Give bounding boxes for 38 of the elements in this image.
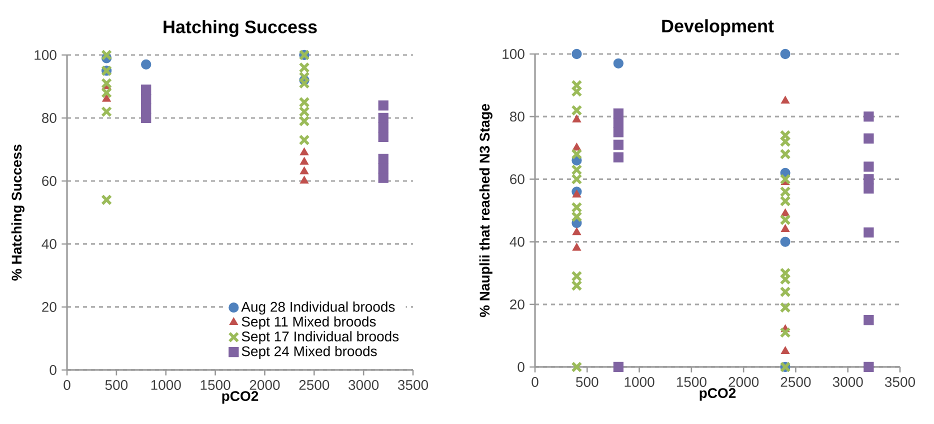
x-tick-label: 2500 [780,377,811,387]
y-tick-label: 0 [518,362,524,372]
y-axis-title: % Nauplii that reached N3 Stage [479,104,492,318]
y-axis-title: % Hatching Success [11,144,24,281]
x-tick-label: 500 [576,377,598,387]
y-tick-label: 80 [42,113,56,123]
legend-label: Aug 28 Individual broods [241,302,395,315]
x-tick-label: 2000 [250,380,280,390]
y-tick-label: 20 [510,299,524,310]
y-tick-label: 80 [510,112,524,122]
x-tick-label: 1000 [624,377,654,387]
x-tick-label: 1500 [676,377,706,387]
chart-title: Hatching Success [164,20,317,37]
x-tick-label: 1500 [200,380,230,390]
x-tick-label: 3000 [348,380,379,390]
y-tick-label: 100 [502,49,524,59]
legend-label: Sept 11 Mixed broods [242,316,376,330]
y-tick-label: 0 [50,365,56,375]
legend-label: Sept 17 Individual broods [242,331,399,344]
x-tick-label: 0 [532,377,538,387]
y-tick-label: 100 [34,50,56,60]
x-tick-label: 3500 [884,377,916,387]
y-tick-label: 60 [510,174,524,184]
y-tick-label: 20 [42,302,56,312]
chart-title: Development [662,19,774,36]
x-axis-title: pCO2 [700,388,736,401]
x-tick-label: 1000 [151,380,181,390]
x-tick-label: 3500 [398,380,428,390]
x-tick-label: 2500 [299,380,330,390]
x-tick-label: 0 [64,380,70,390]
y-tick-label: 40 [42,239,56,249]
x-axis-title: pCO2 [222,391,258,404]
x-tick-label: 2000 [728,377,759,387]
x-tick-label: 500 [105,380,128,390]
y-tick-label: 40 [510,236,524,247]
y-tick-label: 60 [42,176,56,186]
legend-label: Sept 24 Mixed broods [242,346,377,359]
x-tick-label: 3000 [832,377,863,387]
